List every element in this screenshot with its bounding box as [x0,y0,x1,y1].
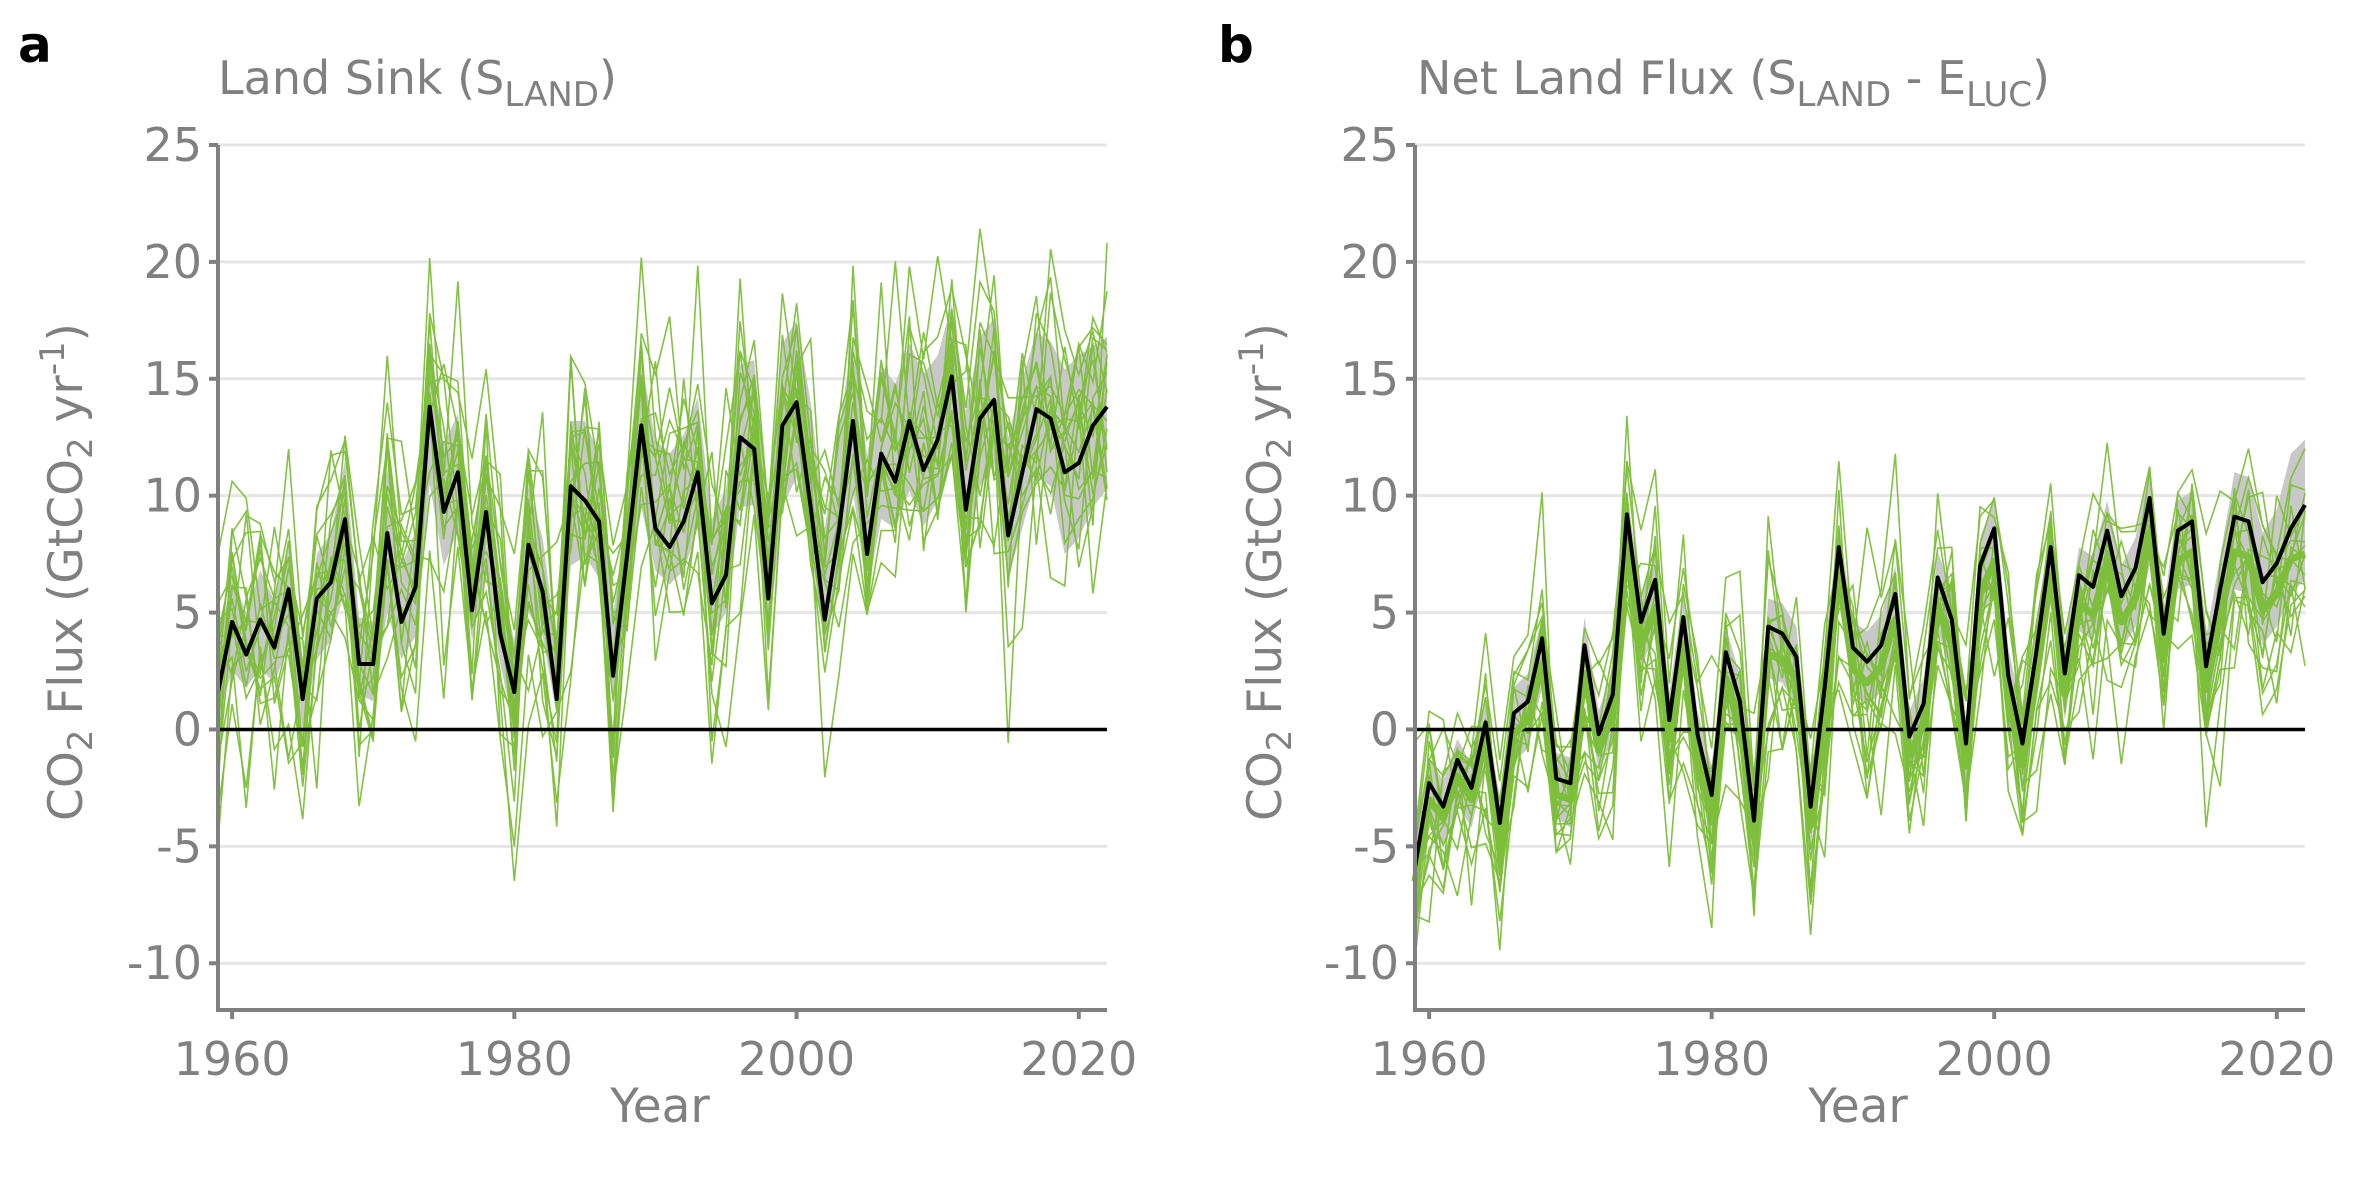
ensemble-model-line [217,398,1108,881]
y-tick-label: -5 [156,819,202,873]
x-tick-label: 1980 [1653,1032,1770,1086]
ensemble-model-line [1414,461,2306,830]
panel-b-x-axis-title: Year [1807,1079,1908,1134]
ensemble-model-line [217,277,1108,722]
y-tick-label: 10 [143,469,202,523]
panel-b-title: Net Land Flux (SLAND - ELUC) [1417,51,2050,115]
x-tick-label: 1980 [456,1032,573,1086]
y-tick-label: 15 [1340,352,1399,406]
observed-line [216,374,1109,702]
ensemble-mean-line [1411,529,2307,882]
y-tick-label: -10 [127,936,202,990]
x-tick-label: 2000 [738,1032,855,1086]
observed-line [1413,496,2307,868]
y-tick-label: 5 [173,586,202,640]
x-tick-label: 2020 [1020,1032,1137,1086]
panel-b: b Net Land Flux (SLAND - ELUC) -10 -5 0 5 10… [1218,16,2335,1134]
y-tick-label: -5 [1353,819,1399,873]
panel-b-y-axis-title: CO2 Flux (GtCO2 yr-1) [1232,323,1300,821]
y-tick-label: 5 [1370,586,1399,640]
y-tick-label: -10 [1324,936,1399,990]
panel-a-observed-line [216,374,1109,702]
panel-a-range-band [218,304,1107,730]
panel-a: a Land Sink (SLAND) -10 -5 0 5 10 15 20 25 1960… [18,16,1137,1134]
y-tick-label: 15 [143,352,202,406]
ensemble-model-line [217,350,1108,842]
panel-letter-a: a [18,16,52,74]
panel-b-x-tick-labels: 1960 1980 2000 2020 [1371,1032,2336,1086]
y-tick-label: 20 [143,235,202,289]
y-tick-label: 25 [143,118,202,172]
panel-b-ensemble-mean-line [1411,529,2307,882]
panel-a-title: Land Sink (SLAND) [218,51,617,115]
ensemble-model-line [217,321,1108,738]
ensemble-model-line [217,329,1108,813]
panel-b-axes [1406,143,2305,1019]
x-tick-label: 1960 [174,1032,291,1086]
y-tick-label: 20 [1340,235,1399,289]
panel-a-axes [209,143,1107,1019]
y-tick-label: 10 [1340,469,1399,523]
y-tick-label: 0 [1370,702,1399,756]
panel-a-y-axis-title: CO2 Flux (GtCO2 yr-1) [33,323,101,821]
panel-letter-b: b [1218,16,1254,74]
ensemble-model-line [217,395,1108,847]
panel-b-observed-line [1413,496,2307,868]
range-band-area [218,304,1107,730]
panel-a-x-axis-title: Year [609,1079,710,1134]
x-tick-label: 1960 [1371,1032,1488,1086]
panel-a-y-tick-labels: -10 -5 0 5 10 15 20 25 [127,118,202,990]
y-tick-label: 25 [1340,118,1399,172]
panel-b-y-tick-labels: -10 -5 0 5 10 15 20 25 [1324,118,1399,990]
y-tick-label: 0 [173,702,202,756]
panel-a-x-tick-labels: 1960 1980 2000 2020 [174,1032,1138,1086]
ensemble-model-line [217,282,1108,793]
x-tick-label: 2020 [2218,1032,2335,1086]
x-tick-label: 2000 [1936,1032,2053,1086]
